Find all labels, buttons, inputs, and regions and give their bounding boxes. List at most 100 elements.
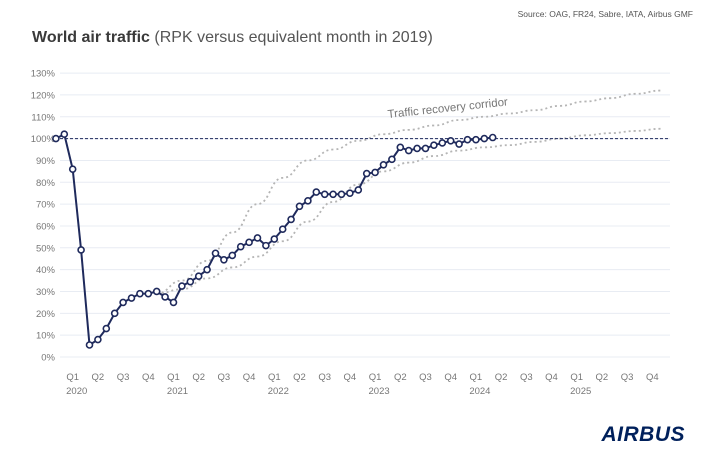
y-tick-label: 70% [36,200,56,211]
x-axis-ticks: Q1 2020 Q2 Q3 Q4 Q1 2021 Q2 Q3 Q4 Q1 2022 Q2 Q3 Q4 Q1 20… [66,372,659,397]
source-note: Source: OAG, FR24, Sabre, IATA, Airbus G… [517,9,693,19]
corridor-upper-bound [156,89,661,295]
data-point [329,190,337,199]
data-point [295,202,304,211]
data-point [178,282,186,290]
data-point [85,341,94,349]
x-tick-quarter: Q3 [218,372,231,383]
data-point [236,242,245,251]
data-point [396,143,405,152]
data-point [110,309,119,318]
y-tick-label: 120% [31,90,56,101]
x-tick-quarter: Q4 [444,372,457,383]
data-point [136,289,144,298]
data-point [362,169,371,178]
x-tick-quarter: Q4 [243,372,256,383]
x-tick-quarter: Q2 [92,372,105,383]
y-tick-label: 10% [36,331,56,342]
x-tick-quarter: Q1 [268,372,281,383]
x-tick-quarter: Q4 [545,372,558,383]
y-tick-label: 50% [36,243,56,254]
data-point [144,289,153,298]
recovery-corridor [156,89,661,295]
y-tick-label: 40% [36,265,56,276]
data-point [169,298,178,307]
data-point [119,298,127,307]
data-point [446,136,455,145]
x-tick-year: 2020 [66,386,87,397]
x-tick-year: 2023 [369,386,390,397]
data-point [220,256,228,264]
data-point [211,249,220,258]
data-point [430,141,438,149]
y-tick-label: 0% [41,353,55,364]
data-point [371,168,379,177]
data-point [186,277,195,286]
data-point [404,146,413,155]
data-point [346,189,354,197]
airbus-logo: AIRBUS [601,423,685,446]
x-tick-quarter: Q1 [570,372,583,383]
data-point [194,272,203,280]
data-point [320,190,329,199]
y-tick-label: 110% [31,112,55,123]
data-point [245,238,253,247]
data-point [60,130,69,139]
x-tick-quarter: Q4 [344,372,357,383]
x-tick-quarter: Q3 [520,372,533,383]
y-tick-label: 80% [36,178,56,189]
series-rpk [52,130,497,349]
y-tick-label: 20% [36,309,56,320]
data-point [102,324,111,333]
x-tick-year: 2024 [469,386,490,397]
y-tick-label: 30% [36,287,56,298]
data-point [94,335,102,344]
data-point [488,133,497,142]
data-point [455,140,463,148]
gridlines [60,72,670,358]
x-tick-quarter: Q3 [621,372,634,383]
data-point [463,135,472,144]
data-point [152,287,161,296]
data-point [287,215,295,224]
x-tick-quarter: Q3 [318,372,331,383]
x-tick-quarter: Q4 [646,372,659,383]
x-tick-quarter: Q1 [369,372,382,383]
data-point [278,225,287,234]
data-point [262,241,270,250]
x-tick-year: 2025 [570,386,591,397]
data-point [312,188,321,196]
x-tick-year: 2022 [268,386,289,397]
y-tick-label: 90% [36,156,56,167]
chart-subtitle: (RPK versus equivalent month in 2019) [154,29,433,46]
x-tick-quarter: Q2 [394,372,407,383]
data-point [253,234,262,242]
x-tick-quarter: Q3 [419,372,432,383]
x-tick-year: 2021 [167,386,188,397]
data-point [472,135,480,144]
x-tick-quarter: Q4 [142,372,155,383]
y-tick-label: 130% [31,69,56,80]
data-point [438,139,447,147]
x-tick-quarter: Q2 [192,372,205,383]
data-point [270,235,279,243]
data-point [421,144,430,153]
x-tick-quarter: Q3 [117,372,130,383]
data-point [228,251,237,260]
data-point [354,186,363,194]
corridor-lower-bound [156,127,661,295]
x-tick-quarter: Q1 [66,372,79,383]
data-point [388,155,396,164]
data-point [480,134,489,143]
x-tick-quarter: Q1 [167,372,180,383]
data-point [52,134,60,143]
chart-title: World air traffic (RPK versus equivalent… [32,29,433,47]
x-tick-quarter: Q2 [495,372,508,383]
x-tick-quarter: Q2 [293,372,306,383]
chart-title-bold: World air traffic [32,29,150,46]
data-point [161,293,169,301]
y-axis-ticks: 0% 10% 20% 30% 40% 50% 60% 70% 80% 90% 100% 110% 120… [31,69,56,364]
data-point [337,190,346,199]
x-tick-quarter: Q1 [470,372,483,383]
